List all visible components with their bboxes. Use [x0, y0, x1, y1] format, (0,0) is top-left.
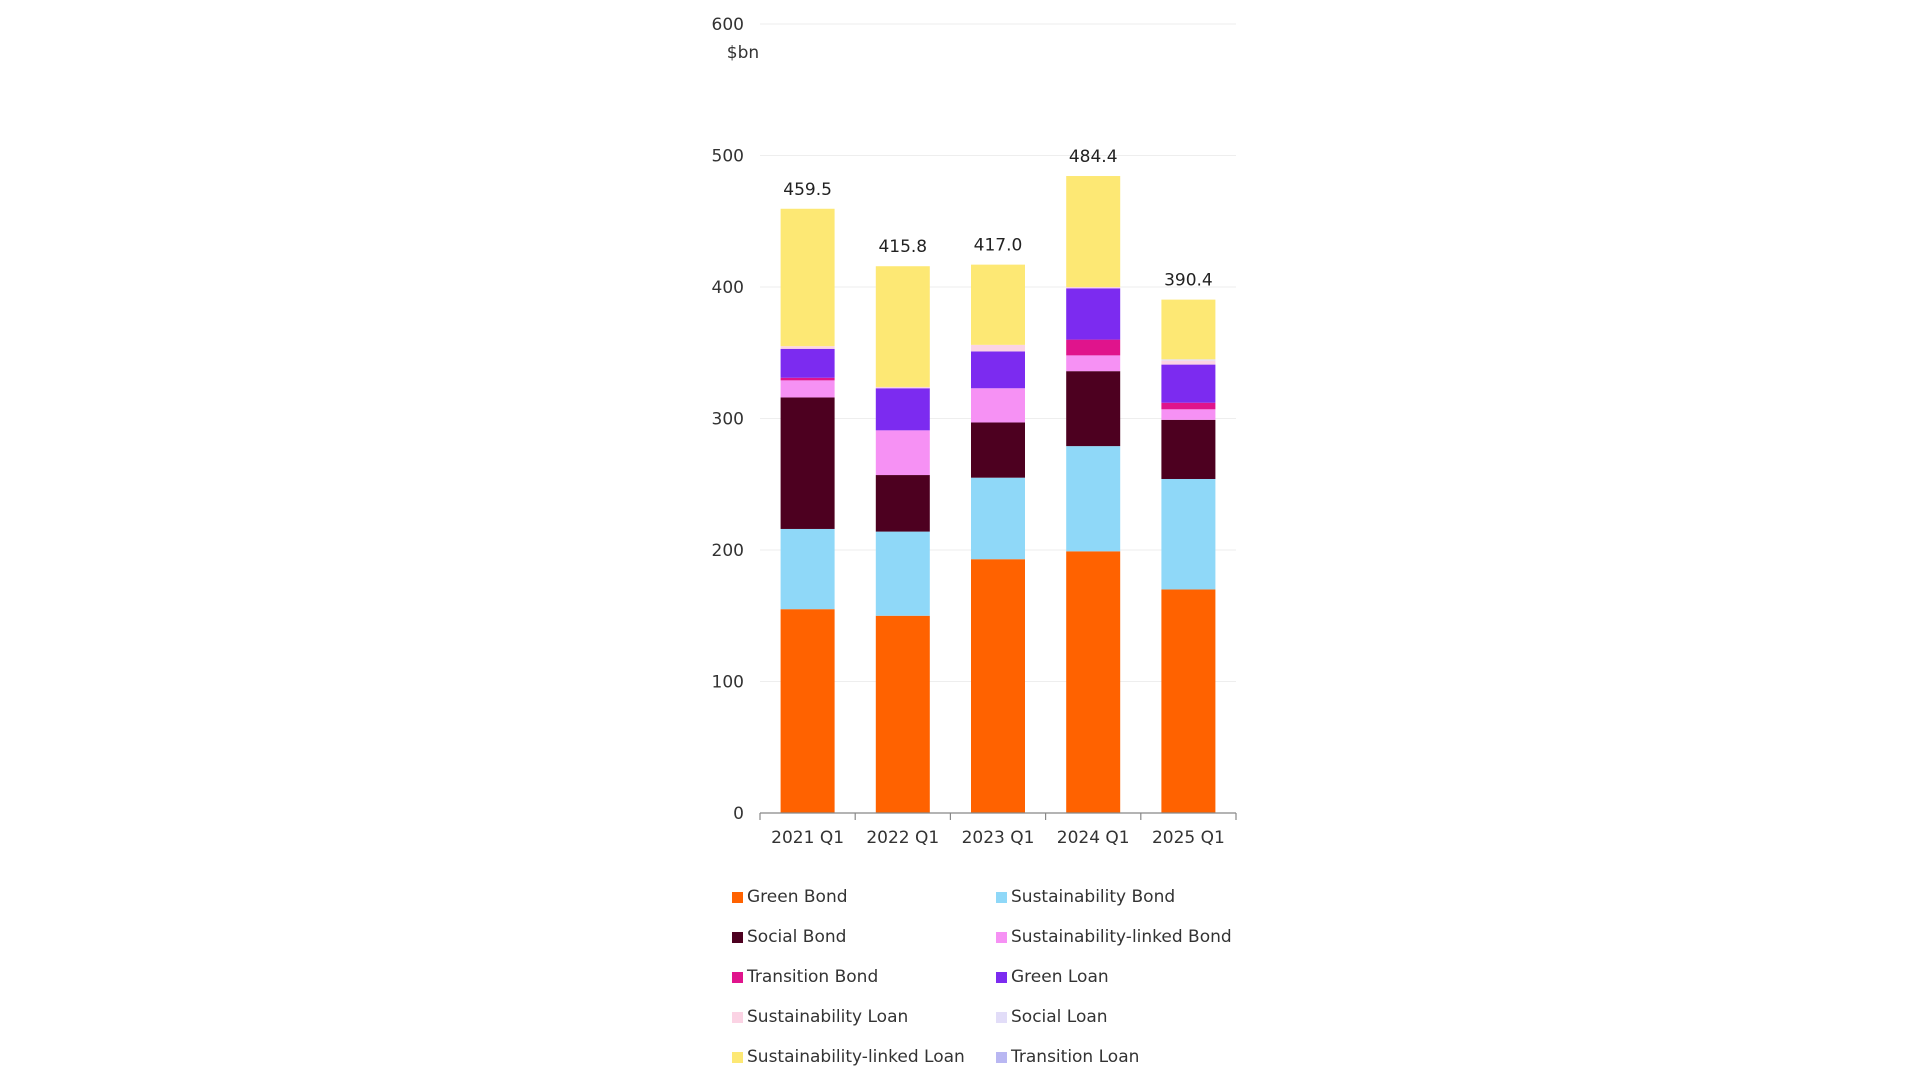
- x-axis-ticks: 2021 Q1 2022 Q1 2023 Q1 2024 Q1 2025 Q1: [771, 828, 1225, 848]
- bar-segment: [780, 397, 835, 529]
- x-tick-label: 2023 Q1: [962, 828, 1035, 848]
- legend-label: Green Bond: [747, 887, 848, 907]
- bar-total-label: 484.4: [1069, 147, 1118, 167]
- legend-label: Sustainability-linked Bond: [1011, 927, 1232, 947]
- legend-swatch: [996, 1012, 1007, 1023]
- bar-segment: [971, 388, 1025, 423]
- bar-segment: [780, 346, 835, 349]
- legend-label: Sustainability-linked Loan: [747, 1047, 965, 1067]
- legend-item: Social Bond: [732, 927, 846, 947]
- legend-label: Transition Loan: [1010, 1047, 1139, 1067]
- bar-segment: [780, 380, 835, 398]
- bar-segment: [780, 609, 835, 813]
- y-tick-label: 300: [712, 410, 744, 430]
- legend-swatch: [996, 892, 1007, 903]
- y-tick-label: 400: [712, 278, 744, 298]
- bar-segment: [780, 348, 835, 378]
- legend-swatch: [996, 972, 1007, 983]
- legend-label: Green Loan: [1011, 967, 1109, 987]
- legend-swatch: [732, 1012, 743, 1023]
- bar-totals: 459.5 415.8 417.0 484.4 390.4: [783, 147, 1212, 291]
- bar-segment: [1161, 589, 1216, 813]
- bar-segment: [875, 388, 930, 431]
- legend-item: Transition Bond: [732, 967, 878, 987]
- legend-item: Sustainability Loan: [732, 1007, 908, 1027]
- x-tick-label: 2024 Q1: [1057, 828, 1130, 848]
- y-tick-label: 0: [733, 804, 744, 824]
- y-tick-label: 600: [712, 15, 744, 35]
- legend-item: Social Loan: [996, 1007, 1108, 1027]
- legend-item: Sustainability-linked Loan: [732, 1047, 965, 1067]
- bar-segment: [971, 264, 1025, 345]
- bar-segment: [1066, 287, 1121, 289]
- y-axis-unit-label: $bn: [727, 43, 759, 63]
- legend-item: Green Loan: [996, 967, 1109, 987]
- bar-segment: [875, 386, 930, 389]
- legend-item: Sustainability-linked Bond: [996, 927, 1232, 947]
- bar-segment: [1161, 360, 1216, 365]
- legend-label: Social Bond: [747, 927, 846, 947]
- legend-item: Transition Loan: [996, 1047, 1139, 1067]
- bar-segment: [1066, 446, 1121, 552]
- legend: Green Bond Sustainability Bond Social Bond…: [732, 887, 1232, 1067]
- y-tick-label: 200: [712, 541, 744, 561]
- legend-swatch: [996, 932, 1007, 943]
- bar-segment: [1161, 409, 1216, 420]
- x-tick-label: 2022 Q1: [866, 828, 939, 848]
- bar-segment: [1066, 339, 1121, 356]
- bar-segment: [1066, 176, 1121, 287]
- bar-segment: [1161, 364, 1216, 403]
- bar-segment: [1161, 419, 1216, 479]
- bar-segment: [875, 266, 930, 387]
- bar-segment: [875, 615, 930, 813]
- legend-item: Green Bond: [732, 887, 848, 907]
- bar-total-label: 415.8: [878, 237, 927, 257]
- x-axis: [759, 812, 1237, 820]
- y-tick-label: 500: [712, 147, 744, 167]
- bar-segment: [1161, 359, 1216, 361]
- legend-swatch: [996, 1052, 1007, 1063]
- legend-swatch: [732, 1052, 743, 1063]
- x-tick-label: 2021 Q1: [771, 828, 844, 848]
- bar-segment: [780, 528, 835, 610]
- bar-segment: [971, 559, 1025, 813]
- bar-total-label: 390.4: [1164, 271, 1213, 291]
- bar-segment: [1066, 371, 1121, 447]
- bar-segment: [780, 377, 835, 381]
- bar-segment: [1161, 299, 1216, 360]
- bars: [780, 176, 1216, 813]
- legend-swatch: [732, 972, 743, 983]
- bar-segment: [780, 208, 835, 347]
- bar-segment: [1066, 551, 1121, 813]
- bar-segment: [971, 344, 1025, 352]
- bar-total-label: 459.5: [783, 180, 832, 200]
- bar-segment: [971, 477, 1025, 560]
- legend-swatch: [732, 932, 743, 943]
- y-axis-ticks: 0 100 200 300 400 500 600: [712, 15, 744, 824]
- bar-segment: [1161, 402, 1216, 410]
- y-tick-label: 100: [712, 673, 744, 693]
- legend-label: Sustainability Bond: [1011, 887, 1175, 907]
- x-tick-label: 2025 Q1: [1152, 828, 1225, 848]
- bar-segment: [1066, 355, 1121, 372]
- bar-segment: [1161, 478, 1216, 590]
- bar-total-label: 417.0: [974, 236, 1023, 256]
- bar-segment: [1066, 288, 1121, 340]
- legend-item: Sustainability Bond: [996, 887, 1175, 907]
- bar-segment: [875, 430, 930, 476]
- legend-label: Sustainability Loan: [747, 1007, 908, 1027]
- bar-segment: [971, 422, 1025, 478]
- legend-label: Transition Bond: [746, 967, 878, 987]
- bar-segment: [875, 475, 930, 532]
- legend-swatch: [732, 892, 743, 903]
- bar-segment: [875, 531, 930, 616]
- bar-segment: [971, 351, 1025, 389]
- legend-label: Social Loan: [1011, 1007, 1108, 1027]
